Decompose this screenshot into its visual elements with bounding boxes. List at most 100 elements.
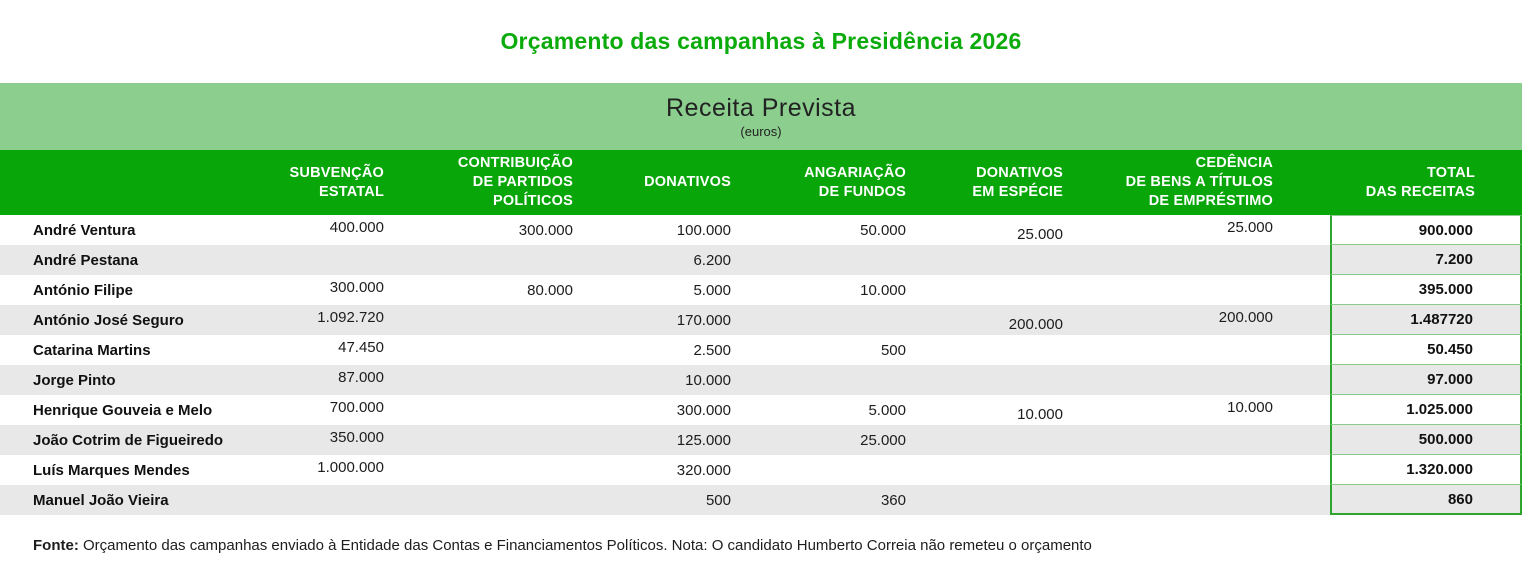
value-angariacao: 10.000 <box>860 281 906 299</box>
gap-cell <box>1285 275 1330 305</box>
value-donativos: 125.000 <box>676 431 731 449</box>
value-contribuicao: 300.000 <box>518 221 573 239</box>
total-cell: 395.000 <box>1330 275 1522 305</box>
candidate-name: André Ventura <box>33 221 136 239</box>
table-header: SUBVENÇÃO ESTATAL CONTRIBUIÇÃO DE PARTID… <box>0 150 1522 215</box>
value-donativos: 6.200 <box>693 251 731 269</box>
value-subvencao <box>262 482 396 512</box>
value-cedencia: 200.000 <box>1218 308 1273 326</box>
source-text: Orçamento das campanhas enviado à Entida… <box>83 537 1092 554</box>
total-cell: 860 <box>1330 485 1522 515</box>
table-row: António José Seguro 1.092.720 170.000 20… <box>0 305 1522 335</box>
value-angariacao <box>743 305 918 335</box>
value-donativos: 320.000 <box>676 461 731 479</box>
candidate-name: André Pestana <box>33 251 139 269</box>
table-row: Catarina Martins 47.450 2.500 500 50.450 <box>0 335 1522 365</box>
gap-cell <box>1285 455 1330 485</box>
value-donativos: 300.000 <box>676 401 731 419</box>
value-donativos: 2.500 <box>693 341 731 359</box>
value-donativos: 100.000 <box>676 221 731 239</box>
value-angariacao: 50.000 <box>860 221 906 239</box>
value-cedencia <box>1075 422 1285 452</box>
table-row: André Ventura 400.000 300.000 100.000 50… <box>0 215 1522 245</box>
gap-cell <box>1285 395 1330 425</box>
value-cedencia <box>1075 332 1285 362</box>
gap-cell <box>1285 485 1330 515</box>
value-subvencao: 1.092.720 <box>317 308 384 326</box>
candidate-name: Manuel João Vieira <box>33 491 169 509</box>
gap-cell <box>1285 305 1330 335</box>
table-row: Manuel João Vieira 500 360 860 <box>0 485 1522 515</box>
value-contribuicao <box>396 395 585 425</box>
value-contribuicao <box>396 455 585 485</box>
value-especie <box>918 369 1075 399</box>
gap-cell <box>1285 215 1330 245</box>
value-angariacao: 360 <box>880 491 906 509</box>
value-donativos: 5.000 <box>693 281 731 299</box>
candidate-name: Catarina Martins <box>33 341 151 359</box>
value-contribuicao: 80.000 <box>527 281 573 299</box>
value-angariacao: 5.000 <box>868 401 906 419</box>
value-especie <box>918 459 1075 489</box>
table-row: João Cotrim de Figueiredo 350.000 125.00… <box>0 425 1522 455</box>
total-cell: 1.025.000 <box>1330 395 1522 425</box>
value-especie <box>918 489 1075 519</box>
band-subtitle: (euros) <box>740 124 782 139</box>
candidate-name: Jorge Pinto <box>33 371 116 389</box>
gap-cell <box>1285 425 1330 455</box>
page-title: Orçamento das campanhas à Presidência 20… <box>500 28 1022 54</box>
value-contribuicao <box>396 305 585 335</box>
total-cell: 1.487720 <box>1330 305 1522 335</box>
value-cedencia <box>1075 452 1285 482</box>
value-contribuicao <box>396 485 585 515</box>
value-subvencao: 47.450 <box>338 338 384 356</box>
value-angariacao <box>743 365 918 395</box>
value-especie: 10.000 <box>1017 405 1063 423</box>
value-subvencao: 300.000 <box>329 278 384 296</box>
candidate-name: João Cotrim de Figueiredo <box>33 431 224 449</box>
value-donativos: 500 <box>705 491 731 509</box>
value-angariacao: 25.000 <box>860 431 906 449</box>
value-cedencia <box>1075 272 1285 302</box>
value-cedencia <box>1075 362 1285 392</box>
total-cell: 97.000 <box>1330 365 1522 395</box>
candidate-name: Luís Marques Mendes <box>33 461 190 479</box>
gap-cell <box>1285 245 1330 275</box>
candidate-name: António Filipe <box>33 281 133 299</box>
table-row: André Pestana 6.200 7.200 <box>0 245 1522 275</box>
value-especie <box>918 429 1075 459</box>
column-header-angariacao: ANGARIAÇÃO DE FUNDOS <box>804 164 906 200</box>
candidate-name: Henrique Gouveia e Melo <box>33 401 213 419</box>
total-cell: 1.320.000 <box>1330 455 1522 485</box>
column-header-especie: DONATIVOS EM ESPÉCIE <box>972 164 1063 200</box>
value-angariacao: 500 <box>880 341 906 359</box>
value-angariacao <box>743 455 918 485</box>
value-cedencia: 25.000 <box>1227 218 1273 236</box>
column-header-subvencao: SUBVENÇÃO ESTATAL <box>289 164 384 200</box>
gap-cell <box>1285 365 1330 395</box>
table-row: Henrique Gouveia e Melo 700.000 300.000 … <box>0 395 1522 425</box>
value-cedencia: 10.000 <box>1227 398 1273 416</box>
total-cell: 7.200 <box>1330 245 1522 275</box>
total-cell: 500.000 <box>1330 425 1522 455</box>
title-bar: Orçamento das campanhas à Presidência 20… <box>0 0 1522 83</box>
value-angariacao <box>743 245 918 275</box>
column-header-total: TOTAL DAS RECEITAS <box>1365 164 1475 200</box>
total-cell: 50.450 <box>1330 335 1522 365</box>
value-especie <box>918 339 1075 369</box>
value-donativos: 170.000 <box>676 311 731 329</box>
column-header-donativos: DONATIVOS <box>644 174 731 190</box>
value-especie: 25.000 <box>1017 225 1063 243</box>
table-row: Luís Marques Mendes 1.000.000 320.000 1.… <box>0 455 1522 485</box>
total-cell: 900.000 <box>1330 215 1522 245</box>
source-label: Fonte: <box>33 537 79 554</box>
column-header-cedencia: CEDÊNCIA DE BENS A TÍTULOS DE EMPRÉSTIMO <box>1125 155 1273 209</box>
value-especie <box>918 249 1075 279</box>
value-subvencao: 400.000 <box>329 218 384 236</box>
value-subvencao <box>262 242 396 272</box>
value-cedencia <box>1075 482 1285 512</box>
value-especie: 200.000 <box>1008 315 1063 333</box>
revenue-band: Receita Prevista (euros) <box>0 83 1522 150</box>
value-contribuicao <box>396 365 585 395</box>
budget-table: SUBVENÇÃO ESTATAL CONTRIBUIÇÃO DE PARTID… <box>0 150 1522 515</box>
